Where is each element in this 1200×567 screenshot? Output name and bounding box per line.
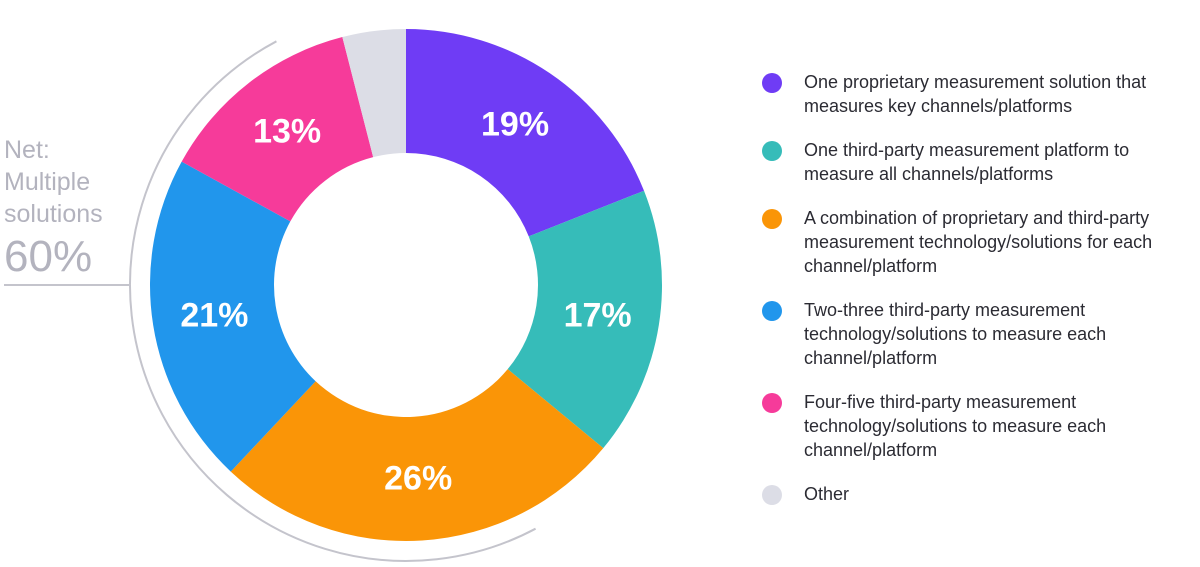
slice-value-label: 13% (253, 113, 321, 151)
pie-slice (149, 161, 316, 472)
net-multiple-solutions-annotation: Net: Multiple solutions 60% (4, 134, 103, 282)
annotation-line-3: solutions (4, 200, 103, 228)
legend-item: Two-three third-party measurement techno… (762, 298, 1198, 370)
legend-label: Other (804, 484, 850, 504)
annotation-line-2: Multiple (4, 168, 91, 196)
legend-label: One third-party measurement platform to … (804, 140, 1130, 184)
legend-label: One proprietary measurement solution tha… (804, 72, 1147, 116)
chart-legend: One proprietary measurement solution tha… (762, 70, 1198, 526)
legend-label: A combination of proprietary and third-p… (804, 208, 1153, 276)
pie-slice (230, 369, 604, 541)
pie-slice (406, 29, 645, 237)
legend-item: One third-party measurement platform to … (762, 138, 1198, 186)
slice-value-label: 17% (564, 296, 632, 334)
legend-label: Two-three third-party measurement techno… (804, 300, 1107, 368)
legend-swatch (762, 485, 782, 505)
bracket-arc (129, 40, 537, 562)
pie-slice (181, 37, 374, 222)
legend-swatch (762, 301, 782, 321)
slice-value-label: 19% (481, 106, 549, 144)
annotation-value: 60% (4, 232, 93, 281)
legend-swatch (762, 209, 782, 229)
donut-chart: 19% 17% 26% 21% 13% (4, 29, 662, 562)
annotation-line-1: Net: (4, 136, 50, 164)
legend-swatch (762, 393, 782, 413)
legend-item: A combination of proprietary and third-p… (762, 206, 1198, 278)
legend-swatch (762, 73, 782, 93)
legend-item: Other (762, 482, 1198, 506)
legend-item: Four-five third-party measurement techno… (762, 390, 1198, 462)
legend-item: One proprietary measurement solution tha… (762, 70, 1198, 118)
pie-slice (507, 190, 662, 449)
slice-value-label: 26% (384, 460, 452, 498)
slice-value-label: 21% (180, 296, 248, 334)
pie-slice (342, 29, 406, 158)
legend-swatch (762, 141, 782, 161)
legend-label: Four-five third-party measurement techno… (804, 392, 1107, 460)
